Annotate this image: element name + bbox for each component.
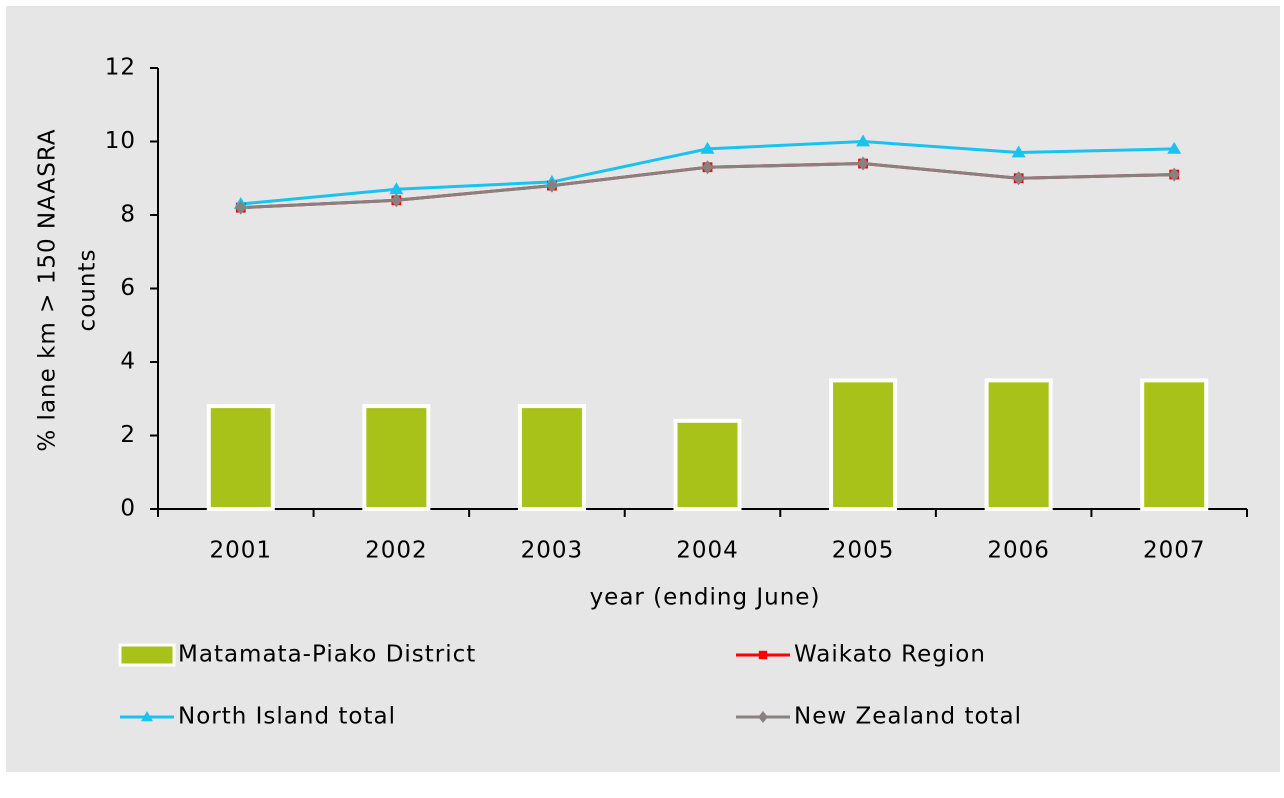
marker	[1013, 171, 1025, 186]
y-tick-label: 0	[120, 496, 136, 522]
marker	[546, 178, 558, 193]
marker	[1011, 145, 1026, 158]
x-tick-label: 2006	[987, 538, 1050, 564]
marker	[141, 711, 153, 722]
x-tick-label: 2005	[832, 538, 895, 564]
marker	[701, 160, 714, 175]
marker	[857, 156, 869, 171]
marker	[235, 200, 247, 215]
y-tick-label: 12	[105, 55, 136, 81]
marker	[1168, 167, 1180, 182]
chart-background	[6, 6, 1280, 772]
x-tick-label: 2007	[1143, 538, 1206, 564]
marker	[758, 711, 768, 723]
marker	[700, 141, 715, 154]
y-tick-label: 2	[120, 422, 136, 448]
y-axis-title: counts	[75, 249, 101, 332]
y-tick-label: 4	[120, 349, 136, 375]
bar	[362, 404, 431, 512]
bar	[984, 378, 1053, 511]
bar	[206, 404, 275, 512]
bar	[829, 378, 898, 511]
marker	[389, 182, 404, 195]
bar	[673, 418, 742, 511]
y-axis-title: % lane km > 150 NAASRA	[35, 128, 61, 451]
marker	[856, 134, 871, 147]
legend-label: New Zealand total	[794, 704, 1022, 730]
y-tick-label: 6	[120, 275, 136, 301]
marker	[758, 650, 768, 660]
y-tick-label: 8	[120, 202, 136, 228]
bar	[1140, 378, 1209, 511]
legend-label: North Island total	[178, 704, 396, 730]
x-tick-label: 2001	[210, 538, 273, 564]
legend-label: Waikato Region	[794, 642, 986, 668]
x-tick-label: 2002	[365, 538, 428, 564]
legend-swatch	[118, 643, 176, 667]
bar	[517, 404, 586, 512]
marker	[1167, 141, 1182, 154]
marker	[390, 193, 402, 208]
legend-label: Matamata-Piako District	[178, 642, 476, 668]
x-axis-title: year (ending June)	[590, 585, 821, 611]
x-tick-label: 2004	[676, 538, 739, 564]
x-tick-label: 2003	[521, 538, 584, 564]
y-tick-label: 10	[105, 128, 136, 154]
